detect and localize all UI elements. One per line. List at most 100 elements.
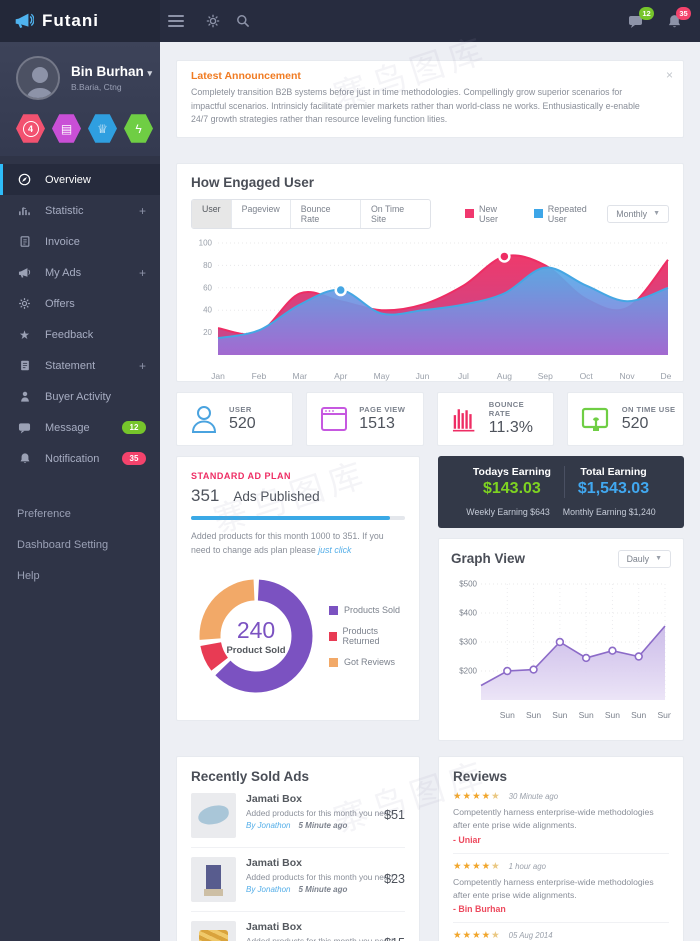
sidebar-item-statistic[interactable]: Statistic + <box>0 195 160 226</box>
sidebar-item-notification[interactable]: Notification 35 <box>0 443 160 474</box>
recently-sold-panel: Recently Sold Ads Jamati Box Added produ… <box>176 755 420 941</box>
tab-on-time-site[interactable]: On Time Site <box>370 203 405 224</box>
svg-text:Mar: Mar <box>292 371 307 381</box>
graph-period-select[interactable]: Dauly ▼ <box>617 549 671 568</box>
engagement-title: How Engaged User <box>191 174 315 190</box>
sidebar-item-message[interactable]: Message 12 <box>0 412 160 443</box>
gear-icon <box>17 297 32 310</box>
logo[interactable]: Futani <box>0 0 160 42</box>
review-author[interactable]: - Bin Burhan <box>453 904 506 915</box>
notifications-icon[interactable]: 35 <box>667 6 691 29</box>
rating-stars: ★★★★★ <box>453 860 501 872</box>
sidebar-item-overview[interactable]: Overview <box>0 164 160 195</box>
bar-chart-icon <box>17 204 32 217</box>
svg-text:Sun: Sun <box>657 710 671 720</box>
browser-window-icon <box>321 406 348 431</box>
svg-text:Sun: Sun <box>631 710 646 720</box>
tab-user[interactable]: User <box>192 199 232 228</box>
statement-icon <box>17 359 32 372</box>
bar-graph-icon <box>452 409 474 432</box>
announcement-banner: Latest Announcement Completely transitio… <box>176 60 684 138</box>
sidebar-item-help[interactable]: Help <box>17 569 40 582</box>
level-4-badge[interactable]: 4 <box>16 114 45 143</box>
tab-pageview[interactable]: Pageview <box>232 199 291 228</box>
lightning-badge[interactable]: ϟ <box>124 114 153 143</box>
product-thumbnail <box>191 856 236 902</box>
search-icon[interactable] <box>236 14 250 28</box>
ad-price: $23 <box>384 872 405 887</box>
todays-earning-label: Todays Earning <box>472 465 551 478</box>
svg-text:Sun: Sun <box>526 710 541 720</box>
svg-text:Nov: Nov <box>620 371 636 381</box>
ad-plan-description: Added products for this month 1000 to 35… <box>191 530 384 555</box>
sidebar-item-feedback[interactable]: ★ Feedback <box>0 319 160 350</box>
rating-stars: ★★★★★ <box>453 790 501 802</box>
chevron-down-icon: ▼ <box>653 210 660 218</box>
svg-text:Feb: Feb <box>252 371 267 381</box>
svg-text:Oct: Oct <box>580 371 594 381</box>
earnings-panel: Todays Earning $143.03 Total Earning $1,… <box>438 455 684 528</box>
svg-text:Sun: Sun <box>552 710 567 720</box>
menu-toggle-icon[interactable] <box>168 12 184 30</box>
seller-link[interactable]: By Jonathon <box>246 884 291 894</box>
sold-ad-item[interactable]: Jamati Box Added products for this month… <box>191 784 405 848</box>
sold-ad-item[interactable]: Jamati Box Added products for this month… <box>191 912 405 941</box>
engagement-legend: New User Repeated User <box>465 204 607 224</box>
weekly-earning: Weekly Earning $643 <box>466 506 550 517</box>
period-select[interactable]: Monthly ▼ <box>607 204 669 223</box>
sold-ad-item[interactable]: Jamati Box Added products for this month… <box>191 848 405 912</box>
sidebar-item-invoice[interactable]: Invoice <box>0 226 160 257</box>
close-icon[interactable]: × <box>665 68 673 82</box>
total-earning-label: Total Earning <box>580 465 647 478</box>
rating-stars: ★★★★★ <box>453 930 501 941</box>
stat-on-time-use[interactable]: ON TIME USE 520 <box>566 391 684 446</box>
reviews-panel: Reviews ★★★★★ 30 Minute ago Competently h… <box>438 755 684 941</box>
svg-text:May: May <box>374 371 391 381</box>
notification-count-badge: 35 <box>122 452 146 465</box>
tab-bounce-rate[interactable]: Bounce Rate <box>291 199 361 228</box>
recently-sold-title: Recently Sold Ads <box>191 768 310 784</box>
stat-page-view[interactable]: PAGE VIEW 1513 <box>306 391 424 446</box>
review-item: ★★★★★05 Aug 2014 Competently harness ent… <box>453 930 553 941</box>
seller-link[interactable]: By Jonathon <box>246 820 291 830</box>
app-header: Futani 12 35 <box>0 0 700 42</box>
invoice-icon <box>17 235 32 248</box>
settings-gear-icon[interactable] <box>206 14 220 28</box>
star-icon: ★ <box>19 327 30 342</box>
svg-text:60: 60 <box>203 283 212 292</box>
stat-bounce-rate[interactable]: BOUNCE RATE 11.3% <box>436 391 554 446</box>
messages-icon[interactable]: 12 <box>628 7 654 28</box>
trophy-badge[interactable]: ♕ <box>88 114 117 143</box>
svg-text:$200: $200 <box>459 666 477 675</box>
chat-icon <box>17 422 32 434</box>
achievement-badges: 4 ▤ ♕ ϟ <box>16 113 160 144</box>
svg-text:$400: $400 <box>459 608 477 617</box>
just-click-link[interactable]: just click <box>318 544 352 555</box>
engagement-area-chart: 20 40 60 80 100 Jan Feb Mar Apr May Jun Jul Aug Sep Oc… <box>199 238 677 381</box>
profile-section: Bin Burhan ▾ B.Baria, Ctng 4 ▤ ♕ ϟ <box>0 42 160 156</box>
ads-progress-bar <box>191 515 405 520</box>
review-item: ★★★★★ 30 Minute ago Competently harness e… <box>453 784 669 854</box>
messages-count-badge: 12 <box>639 7 654 20</box>
review-author[interactable]: - Uniar <box>453 834 481 845</box>
profile-role: B.Baria, Ctng <box>71 82 122 92</box>
sidebar-item-dashboard-setting[interactable]: Dashboard Setting <box>17 538 109 551</box>
avatar[interactable] <box>16 56 60 100</box>
card-badge[interactable]: ▤ <box>52 114 81 143</box>
svg-text:Sun: Sun <box>500 710 515 720</box>
sidebar-item-offers[interactable]: Offers <box>0 288 160 319</box>
sidebar-item-my-ads[interactable]: My Ads + <box>0 257 160 288</box>
svg-text:Sun: Sun <box>579 710 594 720</box>
todays-earning-value: $143.03 <box>482 479 541 497</box>
stat-user[interactable]: USER 520 <box>176 391 294 446</box>
sidebar-item-buyer-activity[interactable]: Buyer Activity <box>0 381 160 412</box>
engagement-panel: How Engaged User User Pageview Bounce Ra… <box>176 162 684 382</box>
announcement-body: Completely transition B2B systems before… <box>191 87 640 125</box>
products-returned-swatch <box>329 631 337 641</box>
sidebar-secondary-menu: Preference Dashboard Setting Help <box>0 498 160 591</box>
sidebar-item-statement[interactable]: Statement + <box>0 350 160 381</box>
profile-name[interactable]: Bin Burhan ▾ <box>71 64 153 79</box>
ad-price: $51 <box>384 808 405 823</box>
person-icon <box>17 390 32 403</box>
sidebar-item-preference[interactable]: Preference <box>17 507 71 520</box>
